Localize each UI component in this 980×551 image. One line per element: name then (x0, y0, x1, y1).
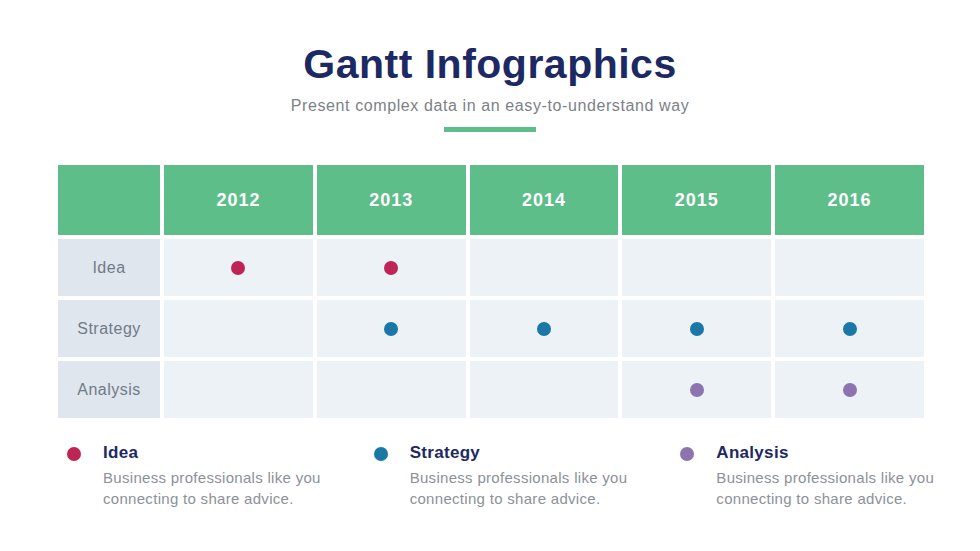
gantt-cell-strategy-2015 (622, 300, 771, 357)
gantt-cell-analysis-2015 (622, 361, 771, 418)
year-header-2016: 2016 (775, 165, 924, 235)
gantt-cell-analysis-2014 (470, 361, 619, 418)
legend-title: Idea (103, 443, 338, 463)
year-header-2012: 2012 (164, 165, 313, 235)
strategy-dot-icon (690, 322, 704, 336)
legend-description: Business professionals like you connecti… (716, 467, 951, 509)
table-header-row: 20122013201420152016 (58, 165, 924, 235)
row-label: Strategy (58, 300, 160, 357)
gantt-cell-strategy-2014 (470, 300, 619, 357)
gantt-table: 20122013201420152016 IdeaStrategyAnalysi… (54, 161, 928, 422)
legend-item-idea: Idea Business professionals like you conn… (50, 443, 357, 509)
gantt-cell-strategy-2012 (164, 300, 313, 357)
legend-text: Strategy Business professionals like you … (410, 443, 645, 509)
idea-dot-icon (231, 261, 245, 275)
page-title: Gantt Infographics (0, 40, 980, 88)
year-header-2015: 2015 (622, 165, 771, 235)
table-row-idea: Idea (58, 239, 924, 296)
title-underline-accent (444, 127, 536, 132)
page-subtitle: Present complex data in an easy-to-under… (0, 96, 980, 116)
legend-item-strategy: Strategy Business professionals like you … (357, 443, 664, 509)
table-corner-cell (58, 165, 160, 235)
gantt-cell-idea-2013 (317, 239, 466, 296)
gantt-cell-idea-2014 (470, 239, 619, 296)
legend-title: Analysis (716, 443, 951, 463)
legend-description: Business professionals like you connecti… (410, 467, 645, 509)
gantt-cell-strategy-2013 (317, 300, 466, 357)
legend-description: Business professionals like you connecti… (103, 467, 338, 509)
gantt-cell-idea-2016 (775, 239, 924, 296)
gantt-cell-idea-2015 (622, 239, 771, 296)
table-row-strategy: Strategy (58, 300, 924, 357)
legend-text: Analysis Business professionals like you … (716, 443, 951, 509)
strategy-dot-icon (537, 322, 551, 336)
idea-legend-dot-icon (67, 447, 81, 461)
strategy-dot-icon (843, 322, 857, 336)
gantt-cell-analysis-2012 (164, 361, 313, 418)
gantt-cell-analysis-2016 (775, 361, 924, 418)
gantt-cell-idea-2012 (164, 239, 313, 296)
row-label: Idea (58, 239, 160, 296)
gantt-cell-analysis-2013 (317, 361, 466, 418)
row-label: Analysis (58, 361, 160, 418)
gantt-cell-strategy-2016 (775, 300, 924, 357)
strategy-legend-dot-icon (374, 447, 388, 461)
legend-text: Idea Business professionals like you conn… (103, 443, 338, 509)
legend-title: Strategy (410, 443, 645, 463)
slide-canvas: Gantt Infographics Present complex data … (0, 0, 980, 551)
analysis-legend-dot-icon (680, 447, 694, 461)
strategy-dot-icon (384, 322, 398, 336)
table-row-analysis: Analysis (58, 361, 924, 418)
analysis-dot-icon (843, 383, 857, 397)
analysis-dot-icon (690, 383, 704, 397)
year-header-2013: 2013 (317, 165, 466, 235)
legend: Idea Business professionals like you conn… (50, 443, 970, 509)
legend-item-analysis: Analysis Business professionals like you … (663, 443, 970, 509)
year-header-2014: 2014 (470, 165, 619, 235)
idea-dot-icon (384, 261, 398, 275)
